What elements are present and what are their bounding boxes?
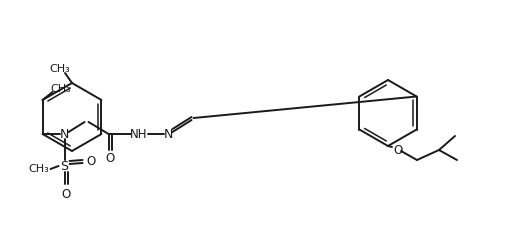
Text: CH₃: CH₃ (50, 64, 71, 74)
Text: CH₃: CH₃ (28, 164, 49, 174)
Text: O: O (106, 151, 115, 164)
Text: CH₃: CH₃ (50, 84, 71, 94)
Text: N: N (60, 128, 69, 140)
Text: O: O (393, 144, 403, 158)
Text: NH: NH (130, 128, 147, 140)
Text: O: O (86, 155, 95, 168)
Text: N: N (164, 128, 173, 140)
Text: S: S (61, 160, 69, 173)
Text: O: O (61, 189, 71, 202)
